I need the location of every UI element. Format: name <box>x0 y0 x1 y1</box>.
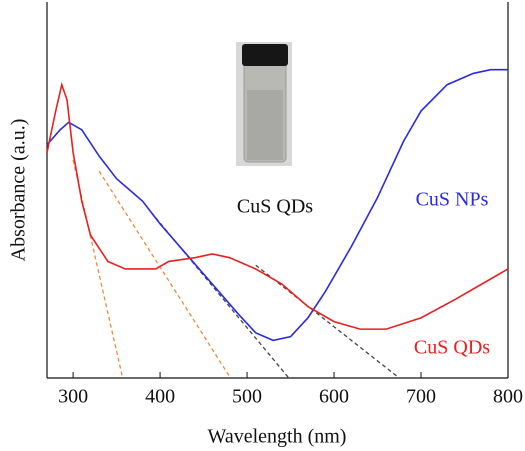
vial-liquid <box>247 90 283 160</box>
data-line <box>46 68 508 342</box>
x-tick-label: 700 <box>406 386 436 408</box>
x-tick-label: 300 <box>58 386 88 408</box>
vial-photo <box>236 42 292 166</box>
x-tick-label: 800 <box>493 386 523 408</box>
x-tick-label: 400 <box>145 386 175 408</box>
data-line <box>46 81 509 330</box>
vial-cap <box>242 44 288 66</box>
x-tick-label: 600 <box>319 386 349 408</box>
y-axis-label: Absorbance (a.u.) <box>8 119 30 262</box>
x-tick-label: 500 <box>232 386 262 408</box>
series-label: CuS QDs <box>414 337 490 359</box>
x-axis-label: Wavelength (nm) <box>208 426 347 448</box>
tangent-line <box>255 264 400 379</box>
annotation: CuS QDs <box>237 196 313 218</box>
series-label: CuS NPs <box>416 189 489 211</box>
tangent-line <box>98 170 232 379</box>
